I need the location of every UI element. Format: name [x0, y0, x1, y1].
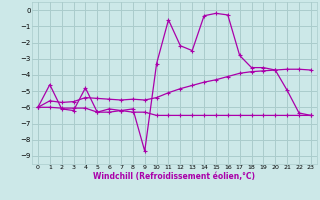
X-axis label: Windchill (Refroidissement éolien,°C): Windchill (Refroidissement éolien,°C): [93, 172, 255, 181]
